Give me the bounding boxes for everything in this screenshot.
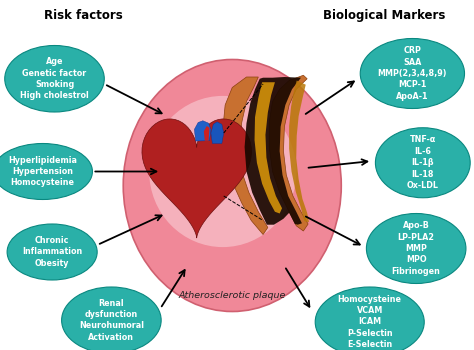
Ellipse shape [0,144,92,200]
Text: Risk factors: Risk factors [44,9,122,22]
Text: Chronic
Inflammation
Obesity: Chronic Inflammation Obesity [22,236,82,268]
Polygon shape [269,75,308,231]
Polygon shape [255,82,282,214]
Ellipse shape [360,38,465,108]
Text: Age
Genetic factor
Smoking
High cholestrol: Age Genetic factor Smoking High cholestr… [20,57,89,100]
Text: Atherosclerotic plaque: Atherosclerotic plaque [179,291,286,300]
Ellipse shape [5,46,104,112]
Ellipse shape [375,128,470,198]
Text: Hyperlipidemia
Hypertension
Homocysteine: Hyperlipidemia Hypertension Homocysteine [8,155,77,188]
Text: TNF-α
IL-6
IL-1β
IL-18
Ox-LDL: TNF-α IL-6 IL-1β IL-18 Ox-LDL [407,135,439,190]
Ellipse shape [149,96,296,247]
Text: Biological Markers: Biological Markers [323,9,445,22]
Text: Renal
dysfunction
Neurohumoral
Activation: Renal dysfunction Neurohumoral Activatio… [79,299,144,342]
Polygon shape [142,119,252,238]
Ellipse shape [7,224,97,280]
Text: CRP
SAA
MMP(2,3,4,8,9)
MCP-1
ApoA-1: CRP SAA MMP(2,3,4,8,9) MCP-1 ApoA-1 [378,46,447,101]
Ellipse shape [315,287,424,350]
Text: Apo-B
LP-PLA2
MMP
MPO
Fibrinogen: Apo-B LP-PLA2 MMP MPO Fibrinogen [392,221,441,276]
Ellipse shape [62,287,161,350]
Polygon shape [223,77,268,235]
Text: Homocysteine
VCAM
ICAM
P-Selectin
E-Selectin: Homocysteine VCAM ICAM P-Selectin E-Sele… [337,295,402,349]
Ellipse shape [123,60,341,312]
Polygon shape [194,121,211,141]
Polygon shape [211,122,224,144]
Polygon shape [245,77,302,225]
Ellipse shape [366,214,466,284]
Polygon shape [289,80,309,222]
Polygon shape [204,126,210,141]
